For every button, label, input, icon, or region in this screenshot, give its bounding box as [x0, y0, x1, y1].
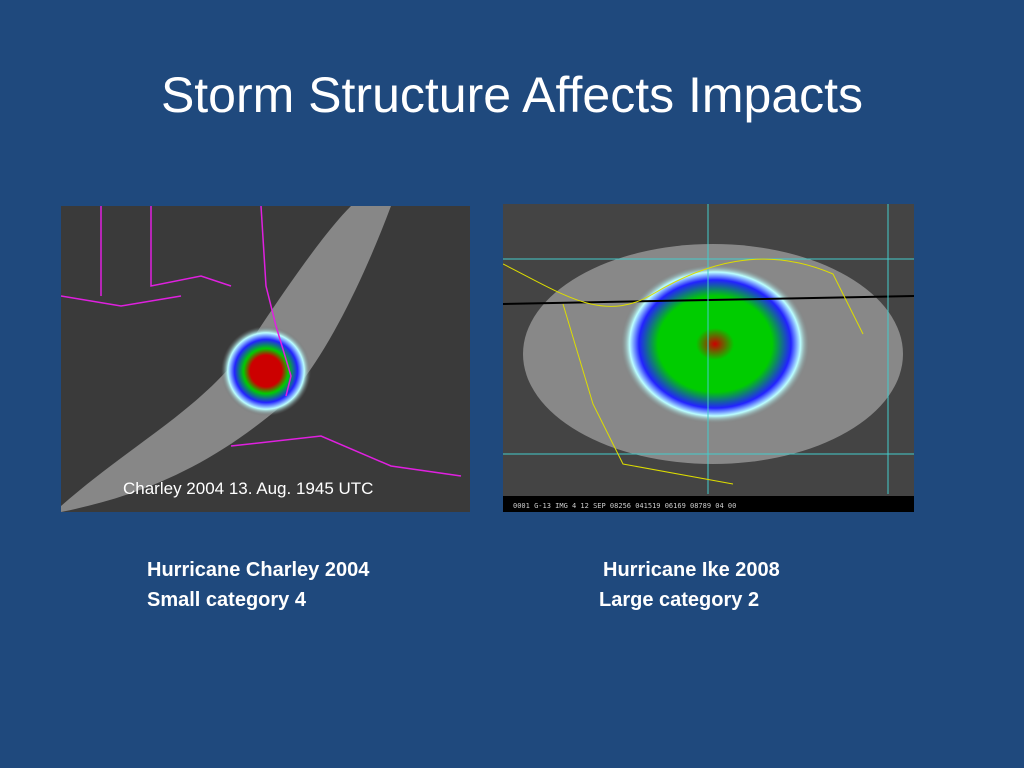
- slide-title: Storm Structure Affects Impacts: [160, 67, 864, 123]
- caption-line: Small category 4: [147, 589, 306, 611]
- satellite-image-ike: 0001 G-13 IMG 4 12 SEP 08256 041519 0616…: [503, 204, 914, 512]
- image-overlay-text: Charley 2004 13. Aug. 1945 UTC: [123, 479, 373, 498]
- satellite-image-charley: Charley 2004 13. Aug. 1945 UTC: [61, 206, 470, 512]
- caption: Hurricane Ike 2008 Large category 2: [599, 555, 780, 615]
- caption: Hurricane Charley 2004 Small category 4: [147, 555, 369, 615]
- image-overlay-text: 0001 G-13 IMG 4 12 SEP 08256 041519 0616…: [513, 502, 736, 510]
- caption-line: Hurricane Ike 2008: [603, 559, 780, 581]
- caption-line: Large category 2: [599, 589, 760, 611]
- caption-line: Hurricane Charley 2004: [147, 559, 370, 581]
